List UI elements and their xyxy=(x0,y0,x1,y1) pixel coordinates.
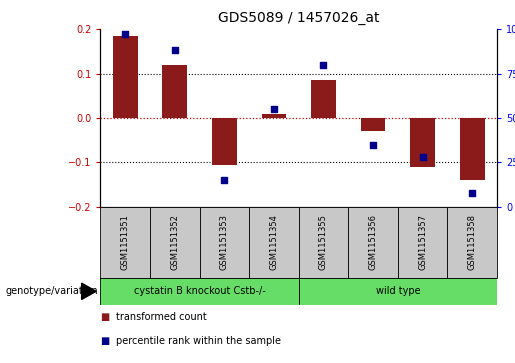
Bar xyxy=(299,207,348,278)
Text: transformed count: transformed count xyxy=(116,312,207,322)
Point xyxy=(170,48,179,53)
Bar xyxy=(262,114,286,118)
Text: genotype/variation: genotype/variation xyxy=(5,286,98,296)
Text: GSM1151353: GSM1151353 xyxy=(220,214,229,270)
Bar xyxy=(200,207,249,278)
Point xyxy=(419,154,427,160)
Bar xyxy=(311,80,336,118)
Text: GSM1151351: GSM1151351 xyxy=(121,215,130,270)
Title: GDS5089 / 1457026_at: GDS5089 / 1457026_at xyxy=(218,11,380,25)
Point xyxy=(319,62,328,68)
Bar xyxy=(162,65,187,118)
Text: GSM1151355: GSM1151355 xyxy=(319,215,328,270)
Bar xyxy=(360,118,385,131)
Polygon shape xyxy=(81,283,96,299)
Text: wild type: wild type xyxy=(375,286,420,296)
Text: ■: ■ xyxy=(100,336,110,346)
Bar xyxy=(299,278,497,305)
Text: percentile rank within the sample: percentile rank within the sample xyxy=(116,336,281,346)
Point xyxy=(369,142,377,147)
Bar xyxy=(348,207,398,278)
Text: GSM1151352: GSM1151352 xyxy=(170,215,179,270)
Text: GSM1151358: GSM1151358 xyxy=(468,214,477,270)
Text: GSM1151356: GSM1151356 xyxy=(369,214,377,270)
Bar xyxy=(448,207,497,278)
Bar xyxy=(113,36,138,118)
Bar xyxy=(460,118,485,180)
Bar xyxy=(150,207,200,278)
Bar xyxy=(410,118,435,167)
Point xyxy=(220,177,229,183)
Point xyxy=(121,32,129,37)
Bar xyxy=(212,118,237,165)
Bar xyxy=(100,278,299,305)
Text: GSM1151357: GSM1151357 xyxy=(418,214,427,270)
Bar xyxy=(398,207,448,278)
Bar xyxy=(100,207,150,278)
Point xyxy=(270,106,278,112)
Text: cystatin B knockout Cstb-/-: cystatin B knockout Cstb-/- xyxy=(134,286,265,296)
Text: GSM1151354: GSM1151354 xyxy=(269,215,279,270)
Bar xyxy=(249,207,299,278)
Point xyxy=(468,190,476,196)
Text: ■: ■ xyxy=(100,312,110,322)
